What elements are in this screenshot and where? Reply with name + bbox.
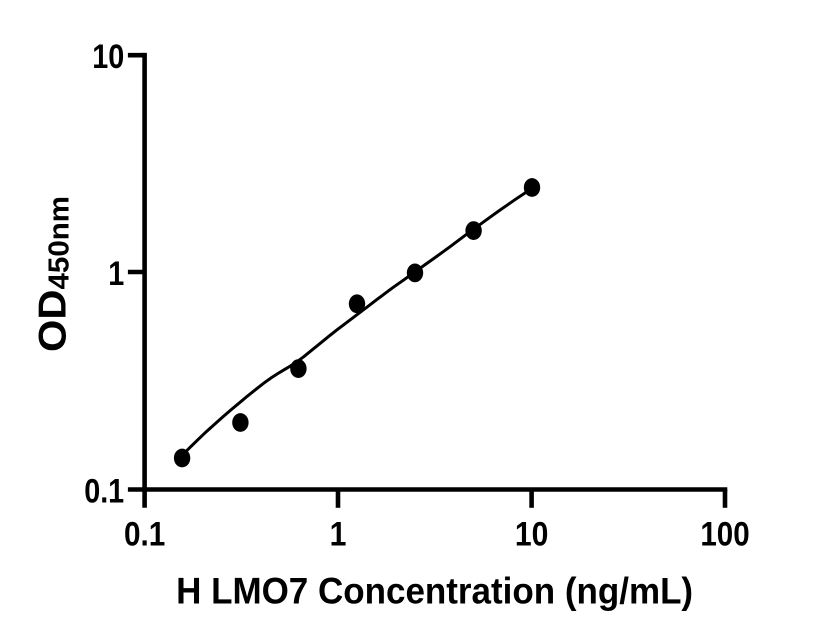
svg-text:H LMO7 Concentration (ng/mL): H LMO7 Concentration (ng/mL) <box>176 570 693 611</box>
svg-text:0.1: 0.1 <box>124 515 165 553</box>
svg-text:100: 100 <box>700 515 749 553</box>
svg-text:450nm: 450nm <box>44 196 76 290</box>
svg-text:0.1: 0.1 <box>84 472 124 510</box>
svg-text:10: 10 <box>515 515 549 553</box>
svg-text:1: 1 <box>330 515 347 553</box>
svg-text:10: 10 <box>92 38 124 76</box>
svg-text:OD: OD <box>32 290 75 353</box>
svg-text:1: 1 <box>108 255 124 293</box>
